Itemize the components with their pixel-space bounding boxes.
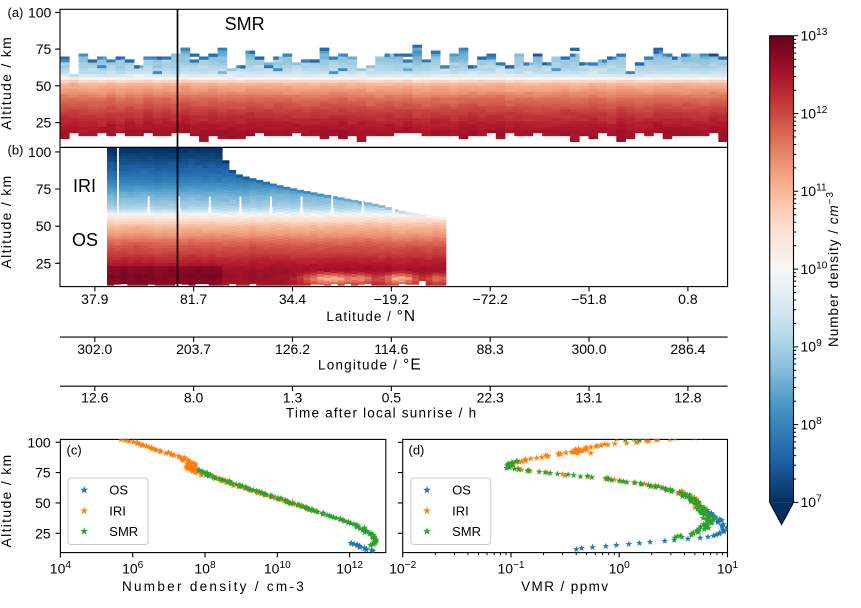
svg-text:12.6: 12.6	[81, 389, 108, 405]
svg-text:22.3: 22.3	[477, 389, 504, 405]
svg-text:IRI: IRI	[452, 503, 469, 518]
svg-text:OS: OS	[72, 230, 98, 250]
svg-text:(d): (d)	[409, 443, 425, 458]
svg-text:−51.8: −51.8	[571, 291, 607, 307]
svg-text:Altitude / km: Altitude / km	[0, 175, 14, 269]
svg-text:286.4: 286.4	[670, 341, 705, 357]
svg-text:(c): (c)	[67, 443, 82, 458]
svg-text:100: 100	[28, 144, 52, 160]
svg-text:8.0: 8.0	[184, 389, 204, 405]
svg-text:IRI: IRI	[73, 176, 96, 196]
svg-text:50: 50	[35, 495, 51, 511]
svg-text:−72.2: −72.2	[472, 291, 508, 307]
svg-text:100: 100	[28, 4, 52, 20]
svg-text:OS: OS	[109, 483, 128, 498]
svg-text:114.6: 114.6	[374, 341, 408, 357]
svg-text:1.3: 1.3	[283, 389, 303, 405]
svg-text:−19.2: −19.2	[374, 291, 410, 307]
svg-text:25: 25	[36, 115, 52, 131]
svg-text:Number density / cm−3: Number density / cm−3	[825, 191, 841, 347]
svg-text:VMR / ppmv: VMR / ppmv	[521, 579, 609, 594]
svg-text:13.1: 13.1	[575, 389, 602, 405]
svg-text:302.0: 302.0	[77, 341, 112, 357]
svg-text:Longitude / °E: Longitude / °E	[318, 357, 422, 374]
svg-text:SMR: SMR	[225, 14, 265, 34]
svg-text:SMR: SMR	[109, 524, 138, 539]
svg-text:75: 75	[36, 41, 52, 57]
svg-text:0.8: 0.8	[678, 291, 698, 307]
svg-text:203.7: 203.7	[176, 341, 211, 357]
svg-text:Number density / cm-3: Number density / cm-3	[122, 579, 306, 594]
svg-text:37.9: 37.9	[81, 291, 108, 307]
svg-text:100: 100	[27, 434, 51, 450]
svg-text:12.8: 12.8	[674, 389, 701, 405]
svg-text:25: 25	[35, 525, 51, 541]
svg-text:Altitude / km: Altitude / km	[0, 36, 14, 130]
svg-text:SMR: SMR	[452, 524, 481, 539]
svg-text:Latitude / °N: Latitude / °N	[326, 308, 416, 325]
svg-text:50: 50	[36, 218, 52, 234]
svg-text:75: 75	[35, 465, 51, 481]
svg-text:0.5: 0.5	[382, 389, 402, 405]
svg-text:81.7: 81.7	[180, 291, 207, 307]
svg-text:75: 75	[36, 181, 52, 197]
svg-text:IRI: IRI	[109, 503, 126, 518]
svg-text:34.4: 34.4	[279, 291, 306, 307]
svg-text:Altitude / km: Altitude / km	[0, 454, 14, 548]
svg-text:25: 25	[36, 255, 52, 271]
svg-text:(b): (b)	[8, 143, 24, 158]
svg-text:300.0: 300.0	[571, 341, 606, 357]
svg-text:(a): (a)	[8, 5, 24, 20]
svg-text:126.2: 126.2	[275, 341, 310, 357]
svg-text:OS: OS	[452, 483, 471, 498]
svg-text:Time after local sunrise / h: Time after local sunrise / h	[286, 405, 477, 420]
svg-text:50: 50	[36, 78, 52, 94]
svg-text:88.3: 88.3	[477, 341, 504, 357]
